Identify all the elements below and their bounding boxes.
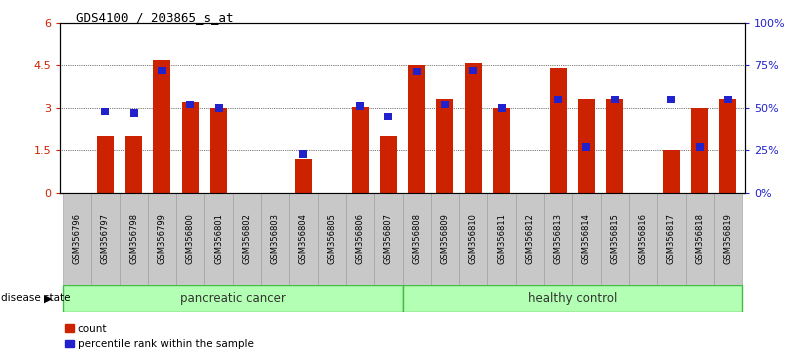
Bar <box>544 193 572 285</box>
Bar <box>465 63 481 193</box>
Bar <box>409 65 425 193</box>
Bar <box>582 143 590 151</box>
Text: GSM356810: GSM356810 <box>469 213 477 264</box>
Bar <box>182 102 199 193</box>
Text: GSM356803: GSM356803 <box>271 213 280 264</box>
Text: GSM356815: GSM356815 <box>610 213 619 264</box>
Bar <box>431 193 459 285</box>
Text: GSM356797: GSM356797 <box>101 213 110 264</box>
Bar <box>663 150 680 193</box>
Text: GSM356805: GSM356805 <box>328 213 336 264</box>
Bar <box>601 193 629 285</box>
Bar <box>187 101 194 108</box>
Bar <box>148 193 176 285</box>
Text: GSM356817: GSM356817 <box>667 213 676 264</box>
Bar <box>724 96 732 103</box>
Text: GSM356798: GSM356798 <box>129 213 138 264</box>
Bar <box>516 193 544 285</box>
Text: GSM356807: GSM356807 <box>384 213 392 264</box>
Text: GSM356811: GSM356811 <box>497 213 506 264</box>
Text: GSM356806: GSM356806 <box>356 213 364 264</box>
Bar <box>130 109 138 117</box>
Bar <box>91 193 119 285</box>
Bar <box>204 193 233 285</box>
Bar <box>554 96 562 103</box>
Bar <box>295 159 312 193</box>
Bar <box>402 193 431 285</box>
Bar <box>719 99 736 193</box>
Bar <box>289 193 318 285</box>
Text: GSM356809: GSM356809 <box>441 213 449 264</box>
Legend: count, percentile rank within the sample: count, percentile rank within the sample <box>66 324 254 349</box>
Text: GSM356813: GSM356813 <box>553 213 562 264</box>
Text: ▶: ▶ <box>43 293 52 303</box>
Bar <box>318 193 346 285</box>
Bar <box>606 99 623 193</box>
Bar <box>356 102 364 110</box>
Bar <box>459 193 487 285</box>
Bar <box>63 193 91 285</box>
Bar <box>493 108 510 193</box>
Bar <box>497 104 505 112</box>
Bar <box>667 96 675 103</box>
Bar <box>176 193 204 285</box>
Bar <box>572 193 601 285</box>
Bar <box>125 136 142 193</box>
Text: GSM356808: GSM356808 <box>413 213 421 264</box>
Bar <box>154 60 171 193</box>
Bar <box>380 136 396 193</box>
Text: GSM356819: GSM356819 <box>723 213 732 264</box>
Bar <box>102 108 109 115</box>
Bar <box>215 104 223 112</box>
Text: GSM356814: GSM356814 <box>582 213 591 264</box>
Bar <box>158 67 166 74</box>
Bar <box>402 285 742 312</box>
Bar <box>437 99 453 193</box>
Bar <box>384 113 392 120</box>
Bar <box>300 150 308 158</box>
Bar <box>63 285 402 312</box>
Bar <box>233 193 261 285</box>
Bar <box>441 101 449 108</box>
Text: GSM356802: GSM356802 <box>243 213 252 264</box>
Text: GSM356801: GSM356801 <box>214 213 223 264</box>
Text: GSM356800: GSM356800 <box>186 213 195 264</box>
Bar <box>374 193 402 285</box>
Text: pancreatic cancer: pancreatic cancer <box>179 292 286 305</box>
Bar <box>210 108 227 193</box>
Bar <box>413 68 421 75</box>
Bar <box>657 193 686 285</box>
Text: GDS4100 / 203865_s_at: GDS4100 / 203865_s_at <box>76 11 234 24</box>
Bar <box>629 193 657 285</box>
Bar <box>691 108 708 193</box>
Text: GSM356816: GSM356816 <box>638 213 647 264</box>
Bar <box>549 68 566 193</box>
Text: GSM356804: GSM356804 <box>299 213 308 264</box>
Bar <box>714 193 742 285</box>
Bar <box>696 143 703 151</box>
Text: GSM356799: GSM356799 <box>158 213 167 264</box>
Text: healthy control: healthy control <box>528 292 617 305</box>
Bar <box>686 193 714 285</box>
Bar <box>578 99 595 193</box>
Text: GSM356818: GSM356818 <box>695 213 704 264</box>
Bar <box>487 193 516 285</box>
Bar <box>469 67 477 74</box>
Bar <box>261 193 289 285</box>
Bar <box>97 136 114 193</box>
Text: GSM356812: GSM356812 <box>525 213 534 264</box>
Bar <box>352 107 368 193</box>
Text: disease state: disease state <box>1 293 70 303</box>
Bar <box>346 193 374 285</box>
Bar <box>119 193 148 285</box>
Text: GSM356796: GSM356796 <box>73 213 82 264</box>
Bar <box>611 96 618 103</box>
